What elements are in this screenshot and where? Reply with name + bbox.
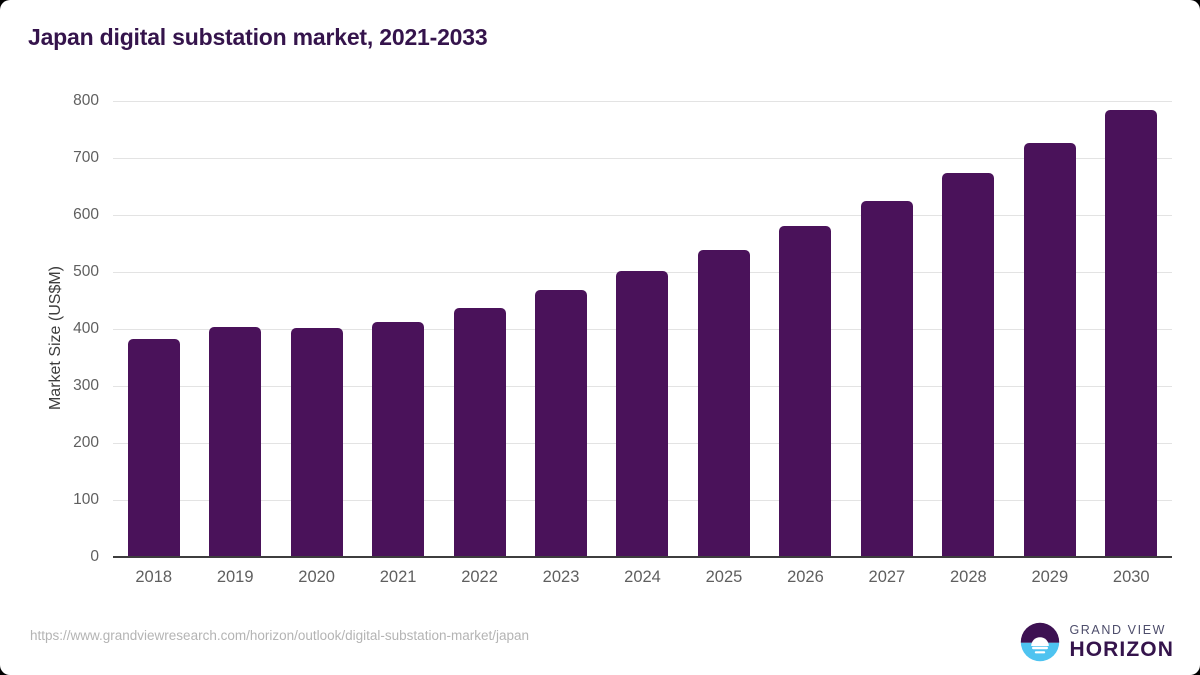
y-tick-label: 100 (73, 491, 99, 508)
bar-2018[interactable] (127, 339, 180, 557)
bar-2025[interactable] (697, 249, 750, 557)
gridline (113, 101, 1172, 102)
bar-2029[interactable] (1023, 143, 1076, 557)
gridline (113, 158, 1172, 159)
bar-slot (357, 101, 438, 557)
logo-text: GRAND VIEW HORIZON (1069, 624, 1174, 661)
bar-2026[interactable] (779, 226, 832, 557)
bar-slot (439, 101, 520, 557)
x-axis: 2018 2019 2020 2021 2022 2023 2024 2025 2026 2027… (113, 568, 1172, 596)
page-title: Japan digital substation market, 2021-20… (28, 24, 488, 50)
y-tick-label: 0 (90, 548, 99, 565)
x-tick-label: 2021 (379, 568, 417, 586)
grand-view-horizon-logo[interactable]: GRAND VIEW HORIZON (1020, 621, 1174, 663)
bar-slot (113, 101, 194, 557)
source-url[interactable]: https://www.grandviewresearch.com/horizo… (30, 628, 529, 643)
x-tick-label: 2024 (624, 568, 661, 586)
bar-2027[interactable] (860, 200, 913, 557)
y-tick-label: 700 (73, 149, 99, 166)
bar-slot (520, 101, 601, 557)
x-tick-label: 2026 (787, 568, 824, 586)
bar-2023[interactable] (535, 289, 588, 557)
x-tick-label: 2028 (949, 568, 987, 586)
y-tick-label: 500 (73, 263, 99, 280)
bar-slot (194, 101, 275, 557)
y-tick-label: 400 (73, 320, 99, 337)
bar-2024[interactable] (616, 270, 669, 557)
x-tick-label: 2023 (542, 568, 580, 586)
bar-2022[interactable] (453, 307, 506, 557)
x-tick-label: 2020 (298, 568, 335, 586)
x-tick-label: 2025 (705, 568, 743, 586)
x-tick-label: 2018 (135, 568, 173, 586)
bar-slot (276, 101, 357, 557)
y-axis: Market Size (US$M) 0 100 200 300 400 500 600 70… (27, 92, 99, 565)
bar-2020[interactable] (290, 328, 343, 557)
bar-2019[interactable] (209, 326, 262, 557)
logo-line-horizon: HORIZON (1069, 638, 1174, 662)
x-axis-line (113, 556, 1172, 558)
bar-slot (765, 101, 846, 557)
y-tick-label: 300 (73, 377, 99, 394)
bar-slot (1091, 101, 1172, 557)
bar-slot (1009, 101, 1090, 557)
y-tick-label: 800 (73, 92, 99, 109)
x-tick-label: 2029 (1031, 568, 1069, 586)
x-tick-label: 2030 (1112, 568, 1150, 586)
gridline (113, 215, 1172, 216)
bar-slot (846, 101, 927, 557)
bar-2028[interactable] (942, 172, 995, 557)
bar-2021[interactable] (372, 322, 425, 557)
bar-slot (602, 101, 683, 557)
horizon-circle-icon (1021, 622, 1060, 662)
x-tick-label: 2022 (461, 568, 498, 586)
y-tick-label: 600 (73, 206, 99, 223)
bar-slot (683, 101, 764, 557)
bar-2030[interactable] (1105, 110, 1158, 557)
y-tick-label: 200 (73, 434, 99, 451)
x-tick-label: 2019 (216, 568, 254, 586)
bar-slot (928, 101, 1009, 557)
plot-area (113, 101, 1172, 557)
logo-line-grand-view: GRAND VIEW (1069, 622, 1167, 637)
x-tick-label: 2027 (868, 568, 906, 586)
